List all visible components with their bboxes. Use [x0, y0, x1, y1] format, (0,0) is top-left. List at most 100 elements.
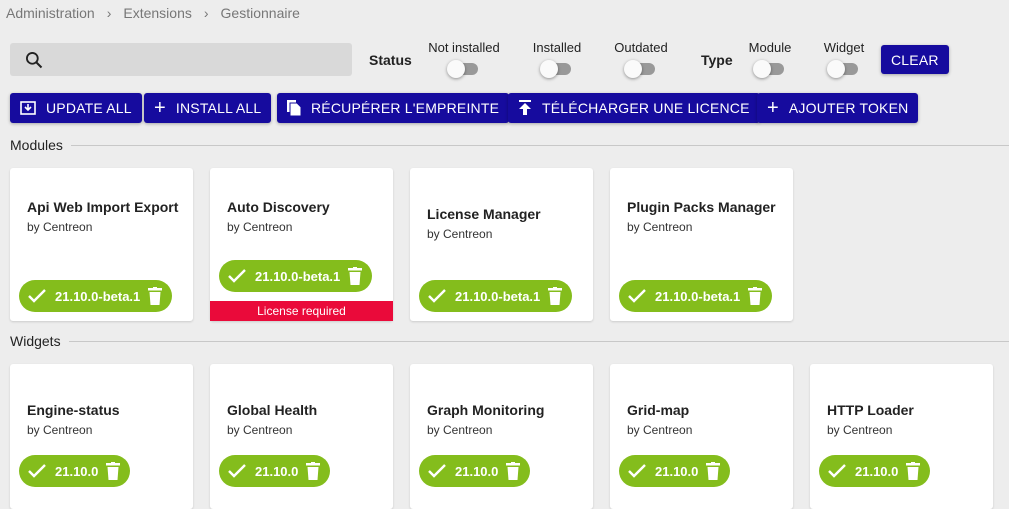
widget-card[interactable]: HTTP Loader by Centreon 21.10.0: [810, 364, 993, 509]
trash-icon[interactable]: [348, 267, 363, 285]
trash-icon[interactable]: [106, 462, 121, 480]
button-label: TÉLÉCHARGER UNE LICENCE: [542, 100, 750, 116]
toggle[interactable]: [447, 60, 478, 78]
trash-icon[interactable]: [506, 462, 521, 480]
type-label: Type: [701, 52, 733, 68]
card-author: by Centreon: [627, 220, 693, 234]
clear-button[interactable]: CLEAR: [881, 45, 949, 74]
card-author: by Centreon: [827, 423, 893, 437]
version-chip[interactable]: 21.10.0: [419, 455, 531, 487]
filter-label: Not installed: [428, 40, 500, 55]
version-chip[interactable]: 21.10.0: [819, 455, 931, 487]
card-title: Auto Discovery: [227, 199, 330, 215]
upload-license-button[interactable]: TÉLÉCHARGER UNE LICENCE: [508, 93, 760, 123]
button-label: AJOUTER TOKEN: [788, 100, 909, 116]
widget-card[interactable]: Grid-map by Centreon 21.10.0: [610, 364, 793, 509]
trash-icon[interactable]: [548, 287, 563, 305]
check-icon: [628, 289, 646, 303]
check-icon: [828, 464, 846, 478]
toggle[interactable]: [753, 60, 784, 78]
card-author: by Centreon: [627, 423, 693, 437]
search-input[interactable]: [10, 43, 352, 76]
widget-card[interactable]: Engine-status by Centreon 21.10.0: [10, 364, 193, 509]
modules-section-title: Modules: [10, 137, 1009, 153]
version-label: 21.10.0: [455, 463, 499, 479]
version-label: 21.10.0: [855, 463, 899, 479]
filter-widget[interactable]: Widget: [820, 40, 868, 78]
install-all-button[interactable]: + INSTALL ALL: [144, 93, 272, 123]
card-title: HTTP Loader: [827, 402, 914, 418]
widget-card[interactable]: Global Health by Centreon 21.10.0: [210, 364, 393, 509]
module-card[interactable]: Auto Discovery by Centreon 21.10.0-beta.1…: [210, 168, 393, 321]
card-author: by Centreon: [27, 220, 93, 234]
search-icon: [26, 52, 43, 69]
module-card[interactable]: Api Web Import Export by Centreon 21.10.0…: [10, 168, 193, 321]
version-chip[interactable]: 21.10.0-beta.1: [19, 280, 173, 312]
section-label: Modules: [10, 137, 63, 153]
add-token-button[interactable]: + AJOUTER TOKEN: [757, 93, 919, 123]
plus-icon: +: [154, 96, 166, 119]
filter-installed[interactable]: Installed: [528, 40, 586, 78]
filter-label: Module: [748, 40, 792, 55]
upload-icon: [519, 100, 531, 115]
version-label: 21.10.0-beta.1: [55, 288, 141, 304]
version-label: 21.10.0-beta.1: [455, 288, 541, 304]
trash-icon[interactable]: [748, 287, 763, 305]
widgets-section-title: Widgets: [10, 333, 1009, 349]
toggle[interactable]: [540, 60, 571, 78]
version-label: 21.10.0-beta.1: [255, 268, 341, 284]
version-chip[interactable]: 21.10.0: [19, 455, 131, 487]
toggle[interactable]: [827, 60, 858, 78]
filter-not-installed[interactable]: Not installed: [427, 40, 501, 78]
check-icon: [428, 464, 446, 478]
download-icon: [20, 101, 36, 115]
module-card[interactable]: Plugin Packs Manager by Centreon 21.10.0-…: [610, 168, 793, 321]
check-icon: [228, 464, 246, 478]
card-author: by Centreon: [427, 227, 493, 241]
button-label: RÉCUPÉRER L'EMPREINTE: [311, 100, 500, 116]
update-all-button[interactable]: UPDATE ALL: [10, 93, 142, 123]
card-title: License Manager: [427, 206, 541, 222]
card-author: by Centreon: [227, 423, 293, 437]
check-icon: [228, 269, 246, 283]
card-title: Global Health: [227, 402, 318, 418]
card-author: by Centreon: [227, 220, 293, 234]
plus-icon: +: [767, 96, 779, 119]
status-label: Status: [369, 52, 412, 68]
version-label: 21.10.0: [255, 463, 299, 479]
filter-label: Installed: [532, 40, 582, 55]
section-label: Widgets: [10, 333, 61, 349]
card-author: by Centreon: [27, 423, 93, 437]
check-icon: [628, 464, 646, 478]
card-title: Api Web Import Export: [27, 199, 179, 215]
license-required-banner: License required: [210, 301, 393, 321]
module-card[interactable]: License Manager by Centreon 21.10.0-beta.…: [410, 168, 593, 321]
button-label: UPDATE ALL: [46, 100, 132, 116]
card-author: by Centreon: [427, 423, 493, 437]
trash-icon[interactable]: [906, 462, 921, 480]
version-chip[interactable]: 21.10.0: [219, 455, 331, 487]
trash-icon[interactable]: [706, 462, 721, 480]
trash-icon[interactable]: [306, 462, 321, 480]
version-label: 21.10.0-beta.1: [655, 288, 741, 304]
version-chip[interactable]: 21.10.0: [619, 455, 731, 487]
version-chip[interactable]: 21.10.0-beta.1: [219, 260, 373, 292]
check-icon: [428, 289, 446, 303]
filter-label: Outdated: [614, 40, 668, 55]
toggle[interactable]: [624, 60, 655, 78]
breadcrumb-administration[interactable]: Administration: [6, 5, 95, 21]
breadcrumb: Administration › Extensions › Gestionnaire: [6, 5, 300, 21]
breadcrumb-extensions[interactable]: Extensions: [123, 5, 192, 21]
filter-outdated[interactable]: Outdated: [612, 40, 670, 78]
button-label: INSTALL ALL: [175, 100, 262, 116]
widget-card[interactable]: Graph Monitoring by Centreon 21.10.0: [410, 364, 593, 509]
version-chip[interactable]: 21.10.0-beta.1: [419, 280, 573, 312]
version-chip[interactable]: 21.10.0-beta.1: [619, 280, 773, 312]
filter-module[interactable]: Module: [745, 40, 795, 78]
copy-icon: [287, 100, 301, 116]
trash-icon[interactable]: [148, 287, 163, 305]
version-label: 21.10.0: [55, 463, 99, 479]
card-title: Engine-status: [27, 402, 120, 418]
card-title: Grid-map: [627, 402, 690, 418]
fingerprint-button[interactable]: RÉCUPÉRER L'EMPREINTE: [277, 93, 510, 123]
